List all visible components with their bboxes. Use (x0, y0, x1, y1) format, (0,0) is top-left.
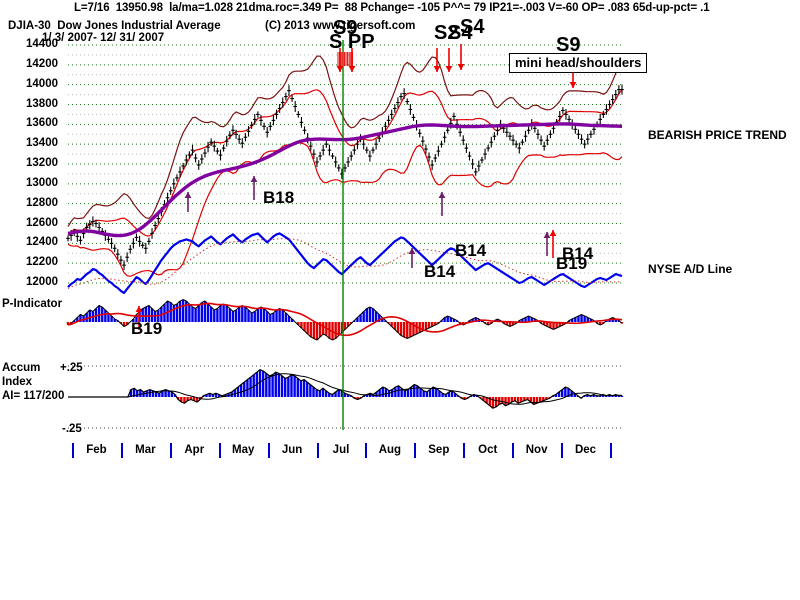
p-indicator-line (67, 298, 623, 341)
month-tick (218, 443, 221, 458)
p-indicator-label: P-Indicator (2, 298, 63, 310)
copyright-notice: (C) 2013 www.tigersoft.com (265, 20, 416, 32)
month-label-may: May (231, 444, 255, 456)
month-tick (610, 443, 612, 458)
month-tick (365, 443, 368, 458)
date-range: 1/ 3/ 2007- 12/ 31/ 2007 (42, 32, 165, 44)
price-axis-tick: 13800 (26, 97, 58, 110)
bearish-trend-note: BEARISH PRICE TREND (648, 128, 787, 142)
price-axis-tick: 13400 (26, 137, 58, 150)
price-axis-tick: 12000 (26, 276, 58, 288)
month-tick (561, 443, 564, 458)
p-indicator-histogram (66, 299, 624, 340)
symbol-title: DJIA-30 Dow Jones Industrial Average (8, 20, 221, 32)
month-tick (512, 443, 515, 458)
signal-label-s-pp: S PP (329, 31, 375, 53)
accum-index-histogram (129, 369, 624, 409)
month-tick (414, 443, 417, 458)
month-tick (72, 443, 74, 458)
price-axis-tick: 13600 (26, 117, 58, 130)
signal-label-s4: S4 (460, 16, 485, 38)
accum-label-line2: Index (2, 376, 33, 388)
signal-label-s2: S2 (434, 22, 459, 44)
signal-arrows (135, 44, 577, 330)
month-label-sep: Sep (428, 444, 450, 456)
price-axis-tick: 12400 (26, 236, 58, 249)
accum-index-value: AI= 117/200 (2, 390, 65, 402)
accum-label-line1: Accum (2, 362, 41, 374)
accum-grid (68, 365, 622, 429)
signal-label-b19: B19 (556, 254, 588, 273)
signal-label-b18: B18 (263, 188, 295, 207)
month-label-apr: Apr (184, 444, 205, 456)
signal-label-b14: B14 (455, 241, 487, 260)
signal-label-s9: S9 (333, 17, 358, 39)
month-label-mar: Mar (135, 444, 156, 456)
accum-index-line (68, 369, 623, 409)
price-axis-tick: 12800 (26, 196, 58, 209)
status-line: L=7/16 13950.98 la/ma=1.028 21dma.roc=.3… (74, 2, 710, 14)
signal-label-s9: S9 (556, 34, 581, 56)
moving-average-line (67, 122, 623, 238)
month-label-feb: Feb (86, 444, 107, 456)
price-axis-tick: 14200 (26, 57, 58, 70)
price-axis-tick: 12200 (26, 256, 58, 269)
signal-label-b14: B14 (562, 244, 594, 263)
month-axis: Feb Mar Apr May Jun Jul Aug Sep Oct Nov Dec (0, 440, 800, 464)
price-axis-tick: 13200 (26, 157, 58, 169)
accum-axis-top: +.25 (60, 362, 83, 374)
ad-line-note: NYSE A/D Line (648, 262, 733, 276)
month-label-jul: Jul (332, 444, 350, 456)
nyse-ad-line (67, 232, 623, 294)
month-label-nov: Nov (525, 444, 548, 456)
month-label-aug: Aug (378, 444, 402, 456)
month-tick (120, 443, 123, 458)
mini-head-shoulders-callout[interactable]: mini head/shoulders (509, 53, 648, 73)
price-axis-tick: 12600 (26, 216, 58, 229)
price-axis-tick: 13000 (26, 176, 58, 189)
month-tick (267, 443, 270, 458)
month-tick (316, 443, 319, 458)
month-label-dec: Dec (574, 444, 597, 456)
month-label-jun: Jun (281, 444, 303, 456)
price-axis-tick: 14000 (26, 77, 58, 90)
signal-label-b14: B14 (424, 262, 456, 281)
month-tick (169, 443, 172, 458)
price-axis-tick: 14400 (26, 38, 58, 50)
signal-label-b19: B19 (131, 319, 163, 338)
month-label-oct: Oct (478, 444, 498, 456)
ohlc-bars (66, 84, 624, 270)
grid-lines (68, 44, 622, 284)
signal-label-s4: S4 (448, 22, 473, 44)
accum-axis-bottom: -.25 (62, 423, 82, 435)
month-tick (463, 443, 466, 458)
